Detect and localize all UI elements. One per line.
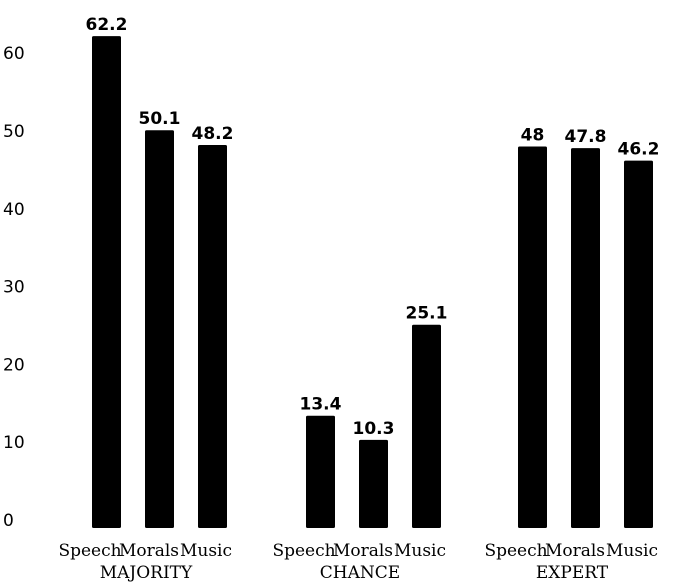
bar-expert-morals bbox=[571, 148, 600, 528]
category-label: Music bbox=[180, 541, 232, 561]
category-label: Music bbox=[606, 541, 658, 561]
category-label: Morals bbox=[545, 541, 605, 561]
data-label: 50.1 bbox=[139, 109, 181, 129]
y-tick-label: 50 bbox=[3, 122, 25, 142]
category-label: Morals bbox=[333, 541, 393, 561]
bar-chance-morals bbox=[359, 439, 388, 528]
bar-majority-music bbox=[198, 145, 227, 528]
group-label: MAJORITY bbox=[100, 563, 193, 583]
bar-expert-music bbox=[624, 160, 653, 528]
y-tick-label: 0 bbox=[3, 511, 14, 531]
data-label: 25.1 bbox=[406, 304, 448, 324]
bars bbox=[92, 36, 653, 529]
group-labels: MAJORITY CHANCE EXPERT bbox=[100, 563, 609, 583]
data-label: 13.4 bbox=[300, 395, 342, 415]
value-labels: 62.2 50.1 48.2 13.4 10.3 25.1 48 47.8 46.2 bbox=[86, 15, 660, 439]
group-label: EXPERT bbox=[536, 563, 609, 583]
category-label: Speech bbox=[272, 541, 335, 561]
y-tick-label: 10 bbox=[3, 433, 25, 453]
category-label: Speech bbox=[484, 541, 547, 561]
bar-expert-speech bbox=[518, 146, 547, 528]
data-label: 62.2 bbox=[86, 15, 128, 35]
data-label: 48 bbox=[521, 126, 545, 146]
category-label: Speech bbox=[58, 541, 121, 561]
bar-majority-speech bbox=[92, 36, 121, 529]
bar-chance-speech bbox=[306, 415, 335, 528]
group-label: CHANCE bbox=[320, 563, 400, 583]
data-label: 46.2 bbox=[618, 140, 660, 160]
data-label: 47.8 bbox=[565, 127, 607, 147]
y-tick-label: 20 bbox=[3, 355, 25, 375]
data-label: 10.3 bbox=[353, 419, 395, 439]
y-tick-label: 40 bbox=[3, 200, 25, 220]
y-tick-label: 30 bbox=[3, 278, 25, 298]
data-label: 48.2 bbox=[192, 124, 234, 144]
y-axis-ticks: 0 10 20 30 40 50 60 bbox=[3, 44, 25, 531]
category-label: Music bbox=[394, 541, 446, 561]
y-tick-label: 60 bbox=[3, 44, 25, 64]
category-label: Morals bbox=[119, 541, 179, 561]
bar-chance-music bbox=[412, 324, 441, 528]
bar-majority-morals bbox=[145, 130, 174, 529]
